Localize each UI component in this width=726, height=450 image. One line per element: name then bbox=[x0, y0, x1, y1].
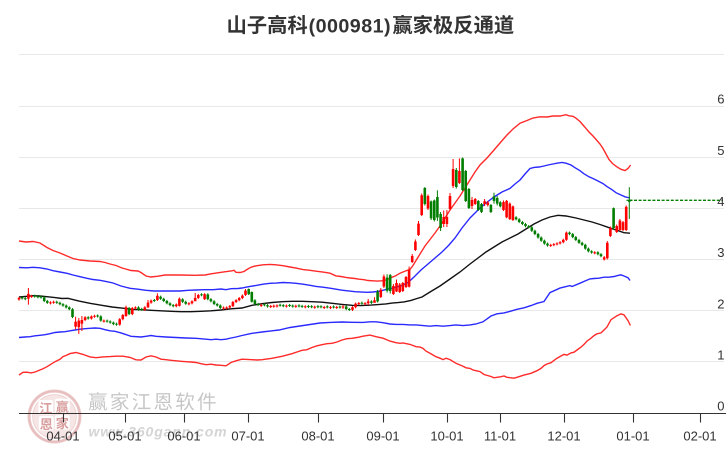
svg-text:1: 1 bbox=[717, 347, 724, 362]
svg-text:01-01: 01-01 bbox=[616, 429, 649, 444]
svg-text:06-01: 06-01 bbox=[167, 429, 200, 444]
svg-text:11-01: 11-01 bbox=[484, 429, 516, 444]
svg-text:02-01: 02-01 bbox=[683, 429, 716, 444]
svg-text:6: 6 bbox=[717, 92, 724, 107]
svg-text:www.360gann.com: www.360gann.com bbox=[89, 423, 228, 439]
svg-text:4: 4 bbox=[717, 194, 724, 209]
svg-text:05-01: 05-01 bbox=[108, 429, 141, 444]
svg-text:2: 2 bbox=[717, 296, 724, 311]
svg-text:0: 0 bbox=[717, 399, 724, 414]
svg-text:12-01: 12-01 bbox=[547, 429, 580, 444]
svg-text:04-01: 04-01 bbox=[46, 429, 79, 444]
svg-text:07-01: 07-01 bbox=[231, 429, 264, 444]
svg-text:(000981): (000981) bbox=[309, 15, 391, 37]
svg-text:10-01: 10-01 bbox=[430, 429, 463, 444]
svg-text:09-01: 09-01 bbox=[366, 429, 399, 444]
svg-text:08-01: 08-01 bbox=[301, 429, 334, 444]
svg-text:5: 5 bbox=[717, 143, 724, 158]
svg-text:3: 3 bbox=[717, 245, 724, 260]
